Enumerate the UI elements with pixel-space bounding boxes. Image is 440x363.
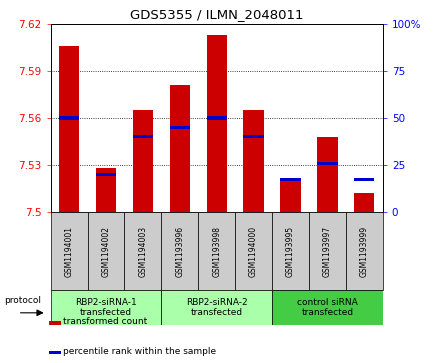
Bar [272,290,383,325]
Text: transformed count: transformed count [63,317,148,326]
Bar [235,212,272,290]
Bar [206,117,227,119]
Text: control siRNA
transfected: control siRNA transfected [297,298,358,317]
Bar [309,212,346,290]
Bar [317,137,337,212]
Bar [59,117,79,119]
Text: percentile rank within the sample: percentile rank within the sample [63,347,216,355]
Bar [133,110,153,212]
Bar [354,193,374,212]
Bar [272,212,309,290]
Text: protocol: protocol [4,295,41,305]
Bar [354,178,374,181]
Text: GSM1193998: GSM1193998 [212,226,221,277]
Title: GDS5355 / ILMN_2048011: GDS5355 / ILMN_2048011 [130,8,304,21]
Bar [51,290,161,325]
Bar [133,135,153,138]
Bar [243,110,264,212]
Text: RBP2-siRNA-2
transfected: RBP2-siRNA-2 transfected [186,298,248,317]
Bar [96,168,116,212]
Text: GSM1194003: GSM1194003 [138,226,147,277]
Bar [51,212,88,290]
Bar [88,212,125,290]
Text: GSM1194001: GSM1194001 [65,226,73,277]
Bar [49,321,61,325]
Bar [59,46,79,212]
Bar [170,85,190,212]
Text: GSM1193996: GSM1193996 [175,226,184,277]
Text: GSM1193999: GSM1193999 [360,226,369,277]
Text: GSM1193995: GSM1193995 [286,226,295,277]
Bar [346,212,383,290]
Bar [161,290,272,325]
Bar [280,181,301,212]
Text: GSM1194002: GSM1194002 [102,226,110,277]
Bar [198,212,235,290]
Bar [280,178,301,181]
Text: RBP2-siRNA-1
transfected: RBP2-siRNA-1 transfected [75,298,137,317]
Bar [206,34,227,212]
Bar [161,212,198,290]
Bar [49,351,61,354]
Bar [243,135,264,138]
Text: GSM1194000: GSM1194000 [249,226,258,277]
Bar [317,162,337,165]
Bar [125,212,161,290]
Bar [96,173,116,176]
Bar [170,126,190,129]
Text: GSM1193997: GSM1193997 [323,226,332,277]
